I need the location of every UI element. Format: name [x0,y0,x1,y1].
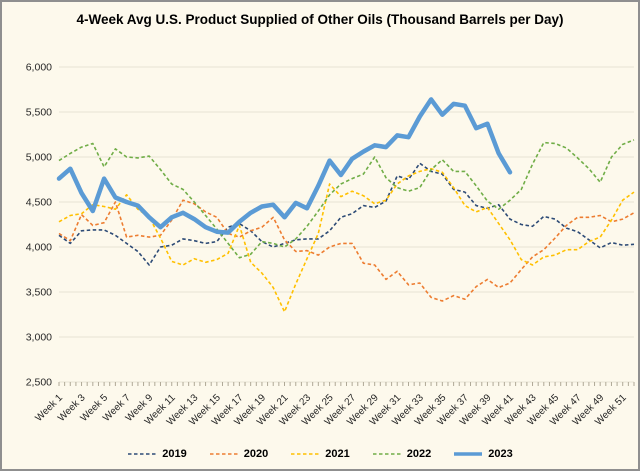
legend-item-2022: 2022 [372,448,431,460]
chart-legend: 2019 2020 2021 2022 2023 [2,444,638,464]
legend-swatch-2022 [372,453,401,455]
legend-swatch-2021 [291,453,320,455]
legend-item-2020: 2020 [209,448,268,460]
legend-swatch-2020 [209,453,238,455]
y-axis-label: 6,000 [26,62,52,74]
legend-label-2022: 2022 [406,448,432,460]
y-axis-label: 4,000 [26,242,52,254]
legend-label-2020: 2020 [243,448,269,460]
legend-swatch-2019 [128,453,157,455]
series-line-2022 [58,139,635,259]
y-axis-label: 4,500 [26,197,52,209]
y-axis-label: 3,500 [26,287,52,299]
y-axis-label: 5,000 [26,152,52,164]
series-line-2019 [58,162,635,266]
series-line-2020 [58,199,635,302]
legend-label-2021: 2021 [325,448,350,460]
legend-label-2023: 2023 [488,448,513,460]
legend-swatch-2023 [454,452,483,456]
y-axis-label: 2,500 [26,377,52,389]
legend-item-2019: 2019 [127,448,187,460]
chart-title: 4-Week Avg U.S. Product Supplied of Othe… [76,12,564,27]
legend-label-2019: 2019 [162,448,187,460]
y-axis-label: 5,500 [26,107,52,119]
legend-item-2021: 2021 [290,448,350,460]
legend-item-2023: 2023 [453,448,513,460]
series-line-2023 [56,97,513,235]
series-line-2021 [58,167,635,313]
y-axis-label: 3,000 [26,332,52,344]
